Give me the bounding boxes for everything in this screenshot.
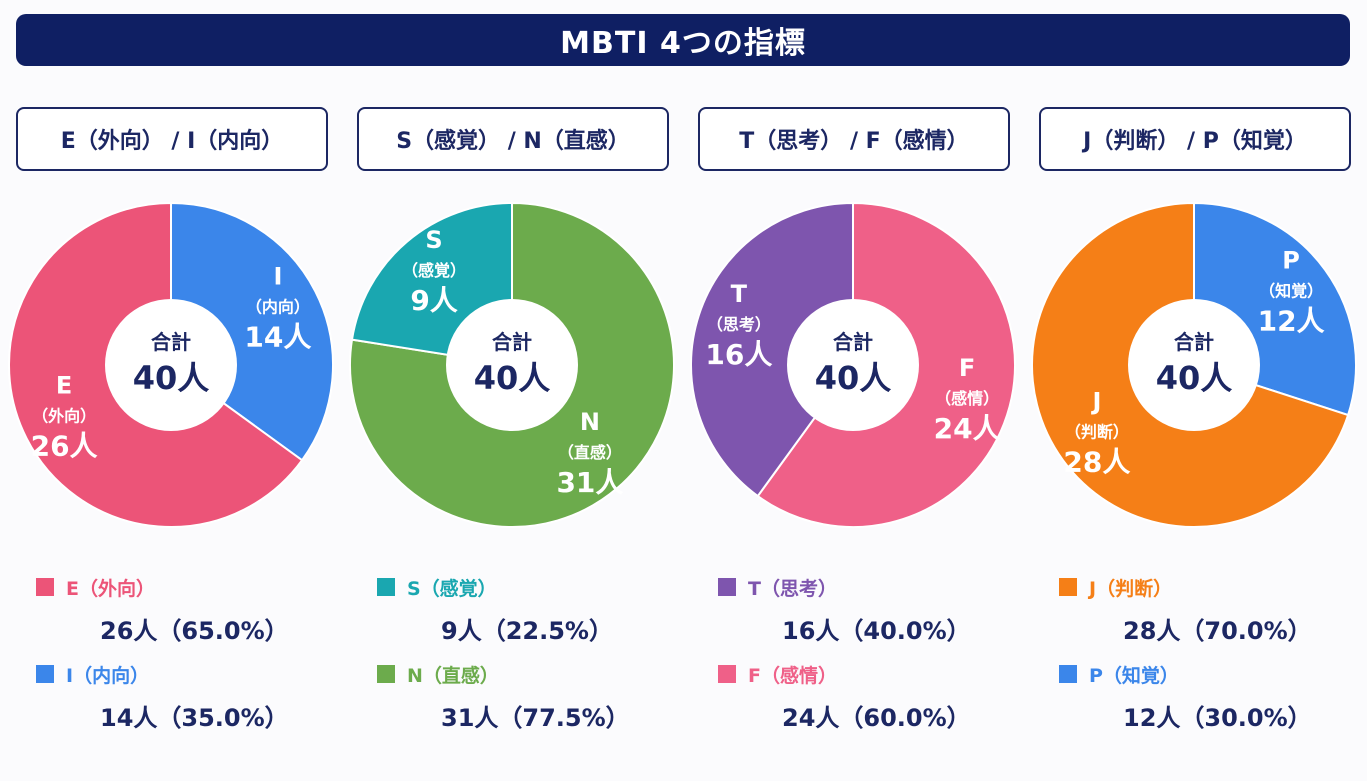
slice-count: 16人	[705, 338, 772, 371]
donut-hole	[787, 299, 919, 431]
center-total: 40人	[1156, 359, 1233, 397]
slice-code: E	[56, 371, 72, 399]
chart-panel-4: J（判断） / P（知覚） P （知覚） 12人 J （判断） 28人 合計 40人 J（判断） 2…	[1023, 0, 1363, 781]
slice-count: 14人	[244, 321, 311, 354]
slice-i	[170, 201, 334, 462]
donut-chart: I （内向） 14人 E （外向） 26人 合計 40人	[8, 201, 334, 528]
slice-sub: （感情）	[935, 389, 999, 408]
chart-title-box: J（判断） / P（知覚）	[1039, 107, 1351, 171]
legend-label: P（知覚）	[1089, 664, 1179, 687]
page-title: MBTI 4つの指標	[560, 26, 806, 61]
slice-code: S	[425, 226, 442, 254]
legend-item-s: S（感覚）	[377, 575, 497, 600]
slice-code: F	[959, 354, 975, 382]
slice-code: N	[580, 408, 600, 436]
chart-title: J（判断） / P（知覚）	[1083, 129, 1307, 154]
legend-swatch	[36, 578, 54, 596]
legend-item-p: P（知覚）	[1059, 662, 1179, 687]
slice-count: 12人	[1258, 304, 1325, 337]
legend-label: I（内向）	[66, 664, 150, 687]
legend-swatch	[36, 665, 54, 683]
slice-sub: （直感）	[558, 443, 622, 462]
legend-label: E（外向）	[66, 577, 155, 600]
legend-value: 28人（70.0%）	[1123, 617, 1312, 645]
center-label: 合計	[492, 330, 532, 354]
center-total: 40人	[474, 359, 551, 397]
slice-sub: （思考）	[707, 315, 771, 334]
center-total: 40人	[815, 359, 892, 397]
slice-code: P	[1282, 246, 1300, 274]
slice-sub: （外向）	[32, 406, 96, 425]
legend-value: 12人（30.0%）	[1123, 704, 1312, 732]
slice-sub: （知覚）	[1259, 281, 1323, 300]
donut-hole	[1128, 299, 1260, 431]
slice-label-e: E （外向） 26人	[31, 371, 98, 462]
center-label: 合計	[1174, 330, 1214, 354]
chart-title: S（感覚） / N（直感）	[396, 129, 630, 154]
slice-code: I	[273, 263, 282, 291]
slice-label-f: F （感情） 24人	[934, 354, 1001, 445]
donut-chart: P （知覚） 12人 J （判断） 28人 合計 40人	[1031, 201, 1357, 528]
page-title-bar: MBTI 4つの指標	[16, 14, 1350, 66]
chart-panel-1: E（外向） / I（内向） I （内向） 14人 E （外向） 26人 合計 40人 E（外向） 2…	[0, 0, 340, 781]
legend-label: N（直感）	[407, 664, 499, 687]
slice-code: J	[1090, 388, 1101, 416]
center-total: 40人	[133, 359, 210, 397]
slice-label-t: T （思考） 16人	[705, 280, 772, 371]
slice-label-i: I （内向） 14人	[244, 263, 311, 354]
slice-count: 26人	[31, 429, 98, 462]
slice-sub: （感覚）	[402, 261, 466, 280]
chart-title-box: S（感覚） / N（直感）	[357, 107, 669, 171]
chart-title: E（外向） / I（内向）	[60, 129, 284, 154]
legend-item-f: F（感情）	[718, 662, 837, 687]
donut-chart: F （感情） 24人 T （思考） 16人 合計 40人	[690, 201, 1016, 528]
legend-item-e: E（外向）	[36, 575, 155, 600]
legend-value: 24人（60.0%）	[782, 704, 971, 732]
legend-swatch	[1059, 578, 1077, 596]
slice-label-n: N （直感） 31人	[556, 408, 623, 499]
legend-value: 16人（40.0%）	[782, 617, 971, 645]
slice-count: 24人	[934, 412, 1001, 445]
legend-item-t: T（思考）	[718, 575, 837, 600]
legend-value: 9人（22.5%）	[441, 617, 613, 645]
slice-label-p: P （知覚） 12人	[1258, 246, 1325, 337]
chart-panel-3: T（思考） / F（感情） F （感情） 24人 T （思考） 16人 合計 40人 T（思考） 1…	[682, 0, 1022, 781]
slice-label-s: S （感覚） 9人	[402, 226, 466, 317]
slice-code: T	[731, 280, 748, 308]
slice-count: 9人	[410, 284, 457, 317]
slice-sub: （内向）	[246, 298, 310, 317]
slice-label-j: J （判断） 28人	[1063, 388, 1130, 479]
chart-title-box: T（思考） / F（感情）	[698, 107, 1010, 171]
center-label: 合計	[151, 330, 191, 354]
donut-hole	[446, 299, 578, 431]
chart-panel-2: S（感覚） / N（直感） N （直感） 31人 S （感覚） 9人 合計 40人 S（感覚） 9人…	[341, 0, 681, 781]
legend-swatch	[377, 665, 395, 683]
legend-value: 31人（77.5%）	[441, 704, 630, 732]
legend-label: F（感情）	[748, 664, 837, 687]
slice-sub: （判断）	[1065, 423, 1129, 442]
legend-item-j: J（判断）	[1059, 575, 1173, 600]
legend-swatch	[718, 665, 736, 683]
legend-value: 14人（35.0%）	[100, 704, 289, 732]
slice-count: 31人	[556, 466, 623, 499]
chart-title: T（思考） / F（感情）	[739, 129, 969, 154]
legend-item-i: I（内向）	[36, 662, 150, 687]
chart-title-box: E（外向） / I（内向）	[16, 107, 328, 171]
slice-count: 28人	[1063, 446, 1130, 479]
legend-label: J（判断）	[1089, 577, 1173, 600]
legend-swatch	[377, 578, 395, 596]
donut-hole	[105, 299, 237, 431]
legend-item-n: N（直感）	[377, 662, 499, 687]
legend-label: S（感覚）	[407, 577, 497, 600]
legend-label: T（思考）	[748, 577, 837, 600]
slice-t	[690, 201, 854, 498]
legend-value: 26人（65.0%）	[100, 617, 289, 645]
legend-swatch	[1059, 665, 1077, 683]
legend-swatch	[718, 578, 736, 596]
center-label: 合計	[833, 330, 873, 354]
